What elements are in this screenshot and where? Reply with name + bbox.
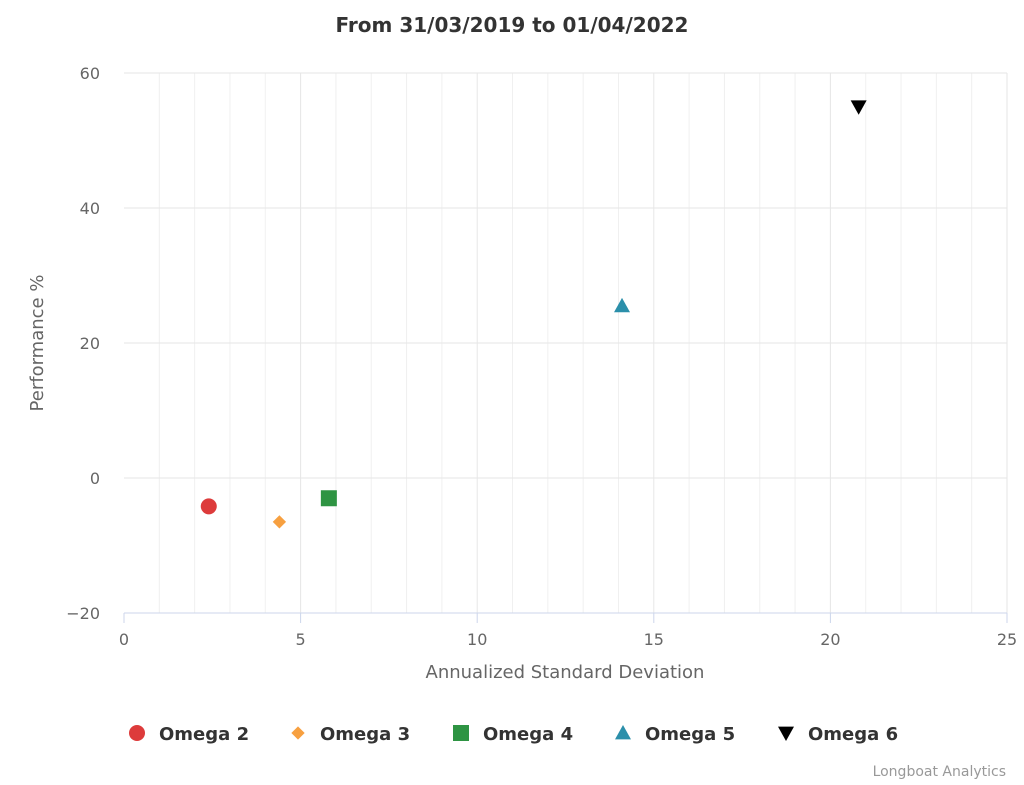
x-tick-label: 5 (296, 630, 306, 649)
y-tick-label: −20 (66, 604, 100, 623)
x-tick-label: 25 (997, 630, 1017, 649)
data-point-omega-5[interactable] (614, 297, 631, 313)
legend-symbol-icon (129, 725, 145, 741)
legend-label: Omega 5 (645, 724, 735, 745)
x-tick-label: 20 (820, 630, 840, 649)
legend: Omega 2 Omega 3 Omega 4 Omega 5 Omega 6 (129, 724, 898, 745)
y-axis-title: Performance % (27, 275, 48, 412)
legend-label: Omega 6 (808, 724, 898, 745)
legend-symbol-icon (453, 725, 469, 741)
legend-label: Omega 2 (159, 724, 249, 745)
legend-item-omega-5[interactable]: Omega 5 (615, 724, 735, 745)
legend-item-omega-3[interactable]: Omega 3 (291, 724, 410, 745)
legend-item-omega-6[interactable]: Omega 6 (778, 724, 898, 745)
credits-link[interactable]: Longboat Analytics (873, 764, 1006, 780)
legend-label: Omega 4 (483, 724, 573, 745)
x-tick-label: 0 (119, 630, 129, 649)
y-tick-label: 60 (80, 64, 100, 83)
data-point-omega-2[interactable] (200, 498, 217, 515)
axes: 0 5 10 15 20 25 −20 0 20 40 60 (66, 64, 1017, 649)
y-tick-label: 40 (80, 199, 100, 218)
data-point-omega-4[interactable] (320, 490, 337, 507)
data-point-omega-3[interactable] (272, 515, 287, 529)
x-tick-label: 15 (644, 630, 664, 649)
legend-symbol-icon (615, 725, 631, 740)
legend-item-omega-4[interactable]: Omega 4 (453, 724, 573, 745)
x-tick-label: 10 (467, 630, 487, 649)
legend-item-omega-2[interactable]: Omega 2 (129, 724, 249, 745)
legend-symbol-icon (778, 726, 794, 741)
data-point-omega-6[interactable] (850, 100, 867, 115)
grid (124, 72, 1008, 613)
x-axis-title: Annualized Standard Deviation (426, 662, 705, 683)
legend-label: Omega 3 (320, 724, 410, 745)
chart-title: From 31/03/2019 to 01/04/2022 (336, 13, 689, 37)
y-tick-label: 0 (90, 469, 100, 488)
legend-symbol-icon (291, 726, 305, 740)
y-tick-label: 20 (80, 334, 100, 353)
data-points (200, 100, 867, 529)
